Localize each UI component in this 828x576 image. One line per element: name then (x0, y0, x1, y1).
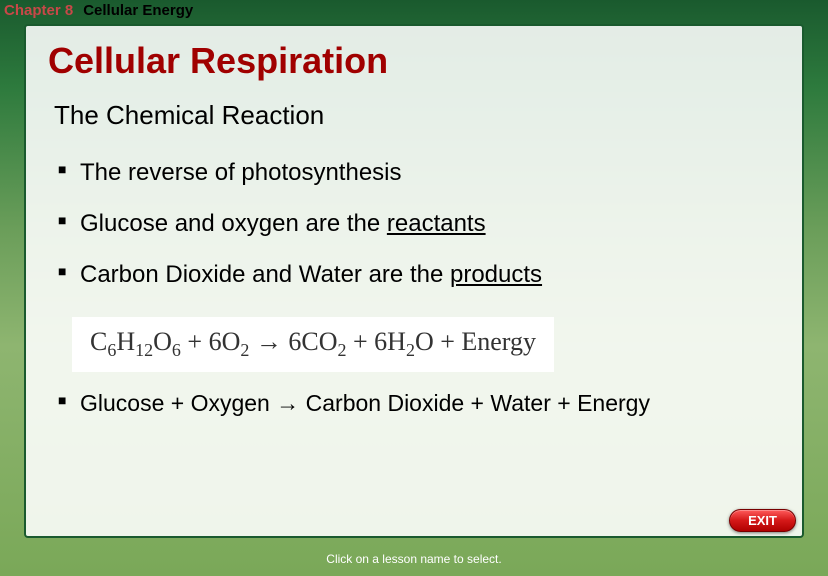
bullet-underline: products (450, 261, 542, 288)
eq-part: → 6CO (249, 327, 337, 356)
chemical-equation: C6H12O6 + 6O2 → 6CO2 + 6H2O + Energy (72, 317, 554, 371)
eq-sub: 2 (240, 341, 249, 361)
eq-sub: 6 (172, 341, 181, 361)
bullet-item: The reverse of photosynthesis (58, 159, 780, 188)
bullet-item: Carbon Dioxide and Water are the product… (58, 261, 780, 290)
exit-button[interactable]: EXIT (729, 509, 796, 532)
bullet-text: The reverse of photosynthesis (80, 159, 402, 186)
bullet-text: Glucose and oxygen are the (80, 210, 387, 237)
slide-title: Cellular Respiration (48, 40, 780, 82)
header-bar: Chapter 8 Cellular Energy (4, 2, 193, 19)
bullet-list: The reverse of photosynthesis Glucose an… (58, 159, 780, 289)
eq-sub: 12 (135, 341, 153, 361)
chapter-title: Cellular Energy (83, 2, 193, 19)
eq-part: + 6H (346, 327, 405, 356)
eq-part: O + Energy (415, 327, 536, 356)
bullet-item: Glucose and oxygen are the reactants (58, 210, 780, 239)
eq-part: + 6O (181, 327, 240, 356)
eq-part: H (116, 327, 135, 356)
word-equation: Glucose + Oxygen → Carbon Dioxide + Wate… (58, 390, 780, 417)
eq-sub: 6 (107, 341, 116, 361)
eq-part: O (153, 327, 172, 356)
footer-hint: Click on a lesson name to select. (0, 552, 828, 566)
bullet-underline: reactants (387, 210, 486, 237)
chapter-label: Chapter 8 (4, 2, 73, 19)
bullet-text: Carbon Dioxide and Water are the (80, 261, 450, 288)
slide-subtitle: The Chemical Reaction (54, 100, 780, 131)
content-panel: Cellular Respiration The Chemical Reacti… (24, 24, 804, 538)
eq-part: C (90, 327, 107, 356)
eq-sub: 2 (406, 341, 415, 361)
